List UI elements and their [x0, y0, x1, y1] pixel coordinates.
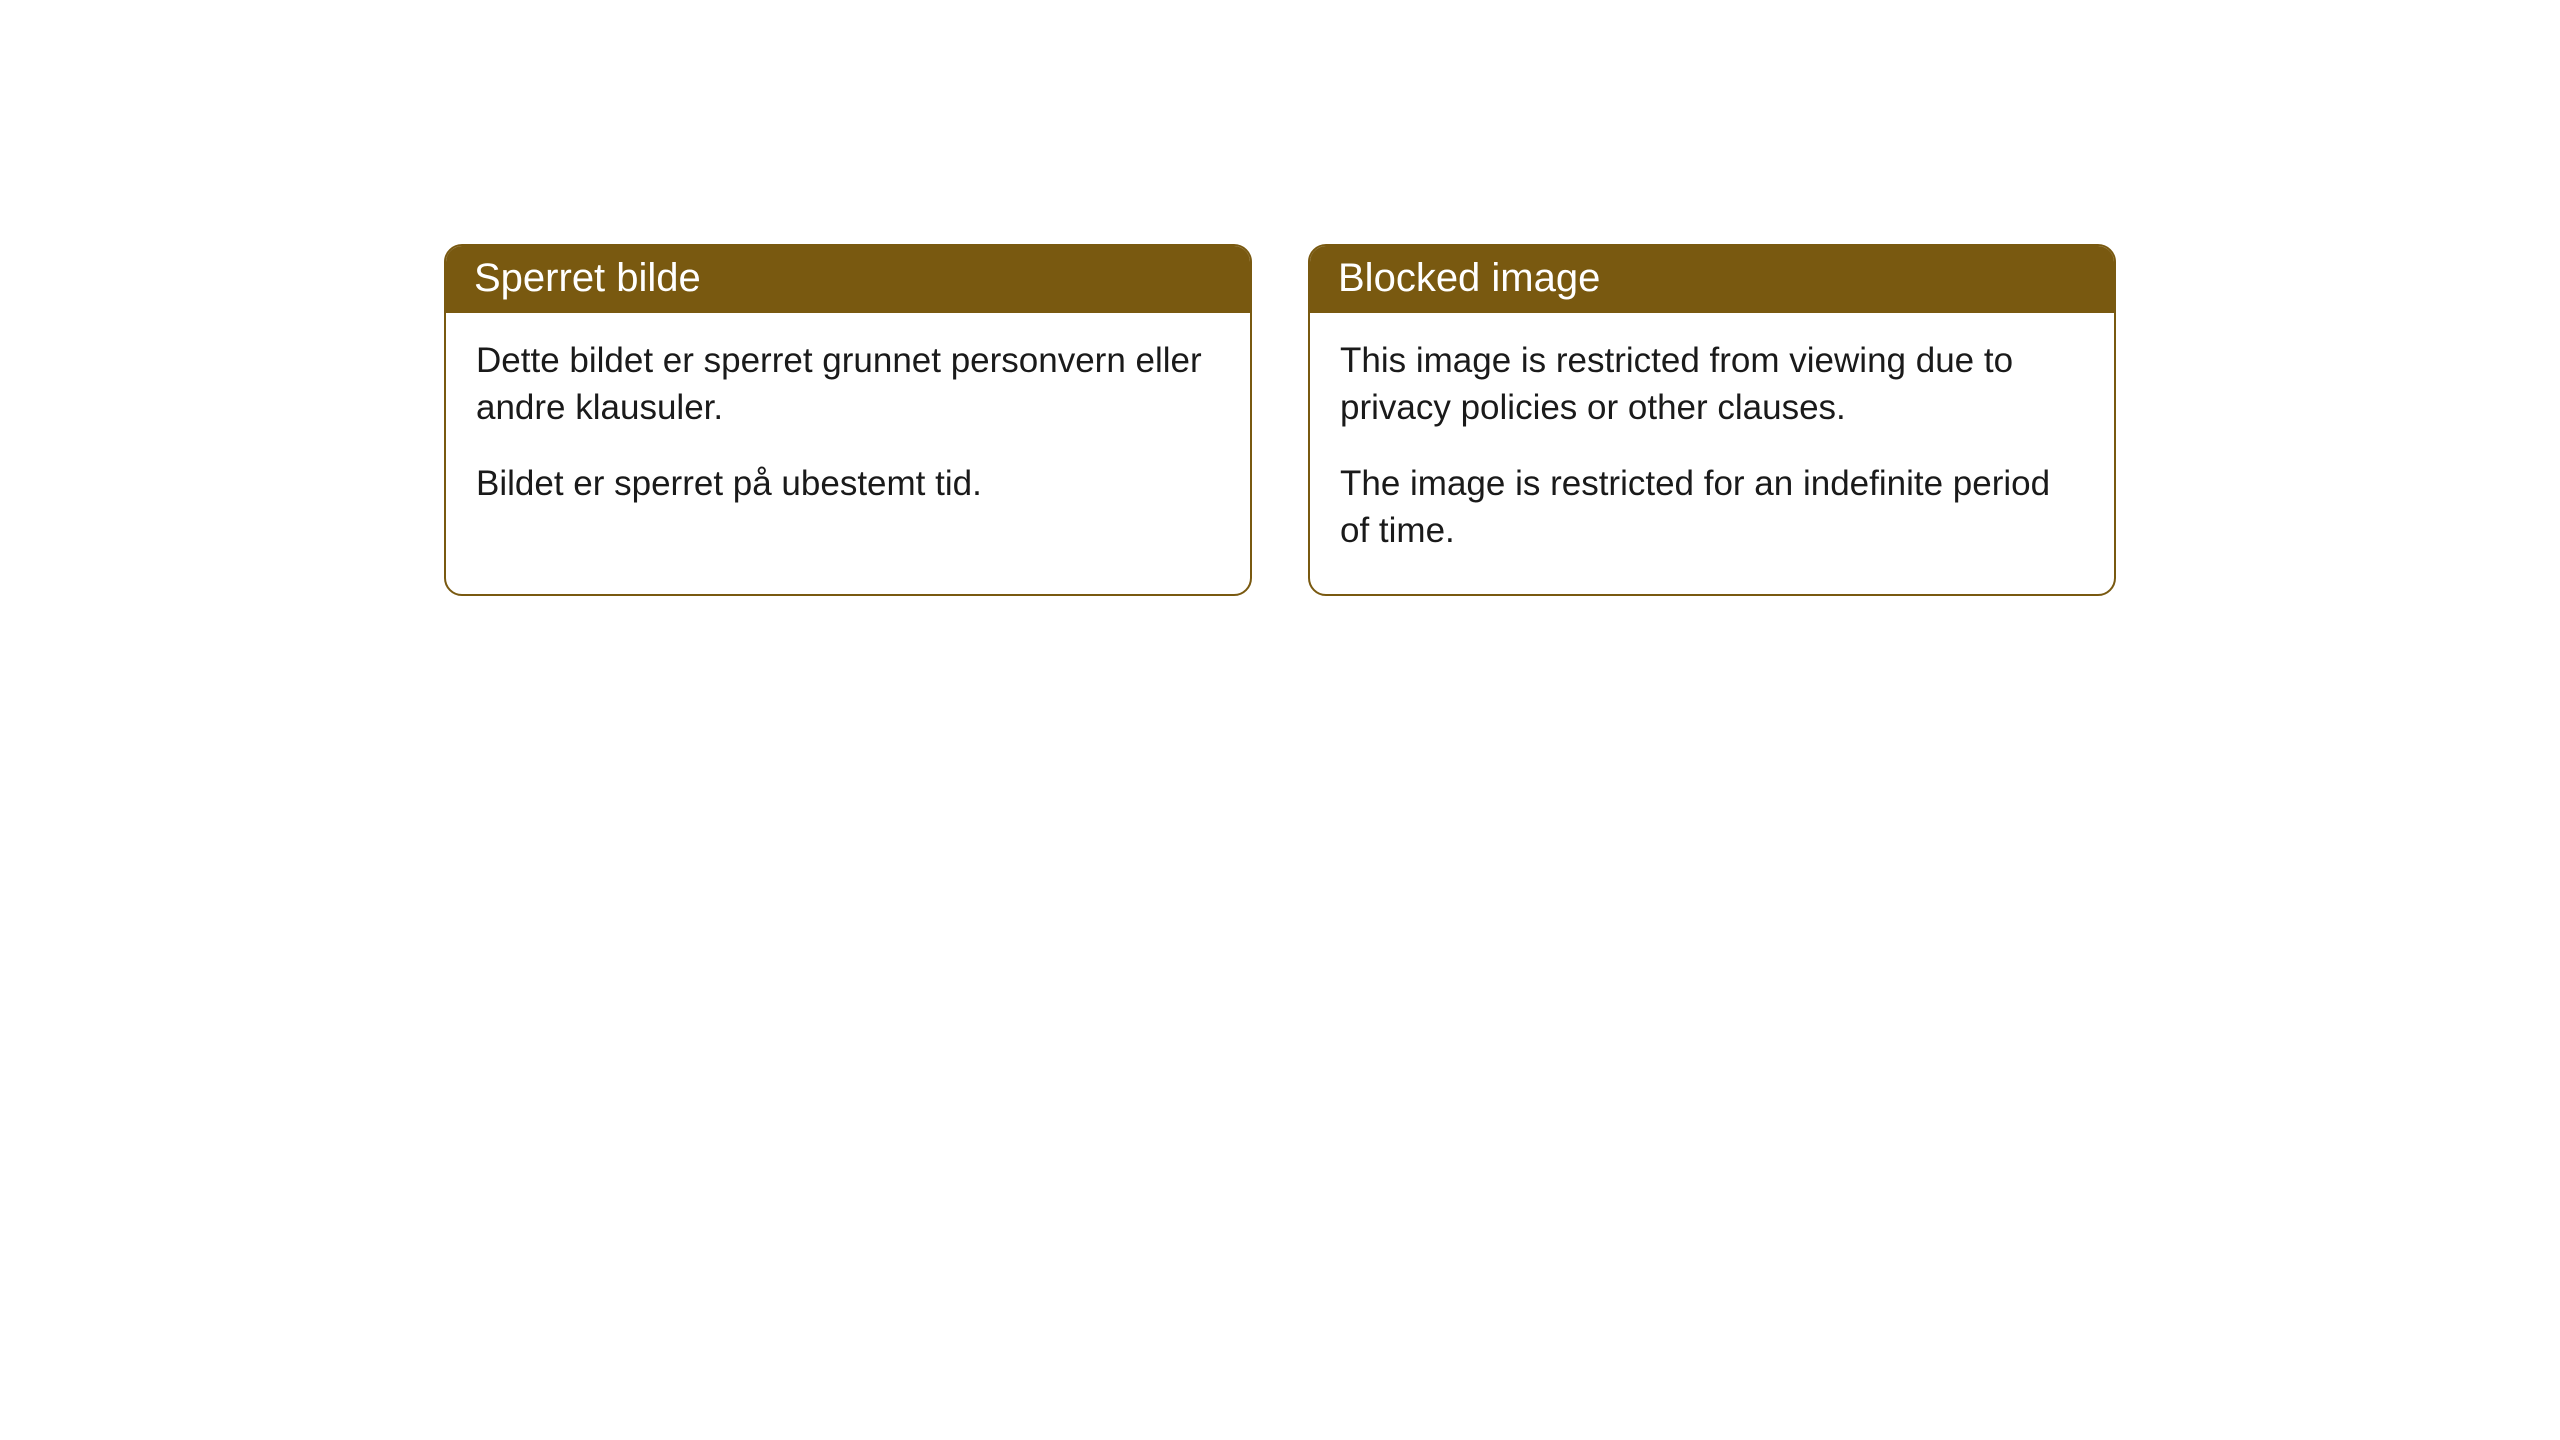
card-header-english: Blocked image [1310, 246, 2114, 313]
card-body-english: This image is restricted from viewing du… [1310, 313, 2114, 594]
card-title: Sperret bilde [474, 256, 701, 300]
card-header-norwegian: Sperret bilde [446, 246, 1250, 313]
card-paragraph: Dette bildet er sperret grunnet personve… [476, 337, 1220, 432]
cards-container: Sperret bilde Dette bildet er sperret gr… [0, 244, 2560, 596]
card-paragraph: The image is restricted for an indefinit… [1340, 460, 2084, 555]
card-body-norwegian: Dette bildet er sperret grunnet personve… [446, 313, 1250, 547]
card-paragraph: This image is restricted from viewing du… [1340, 337, 2084, 432]
card-english: Blocked image This image is restricted f… [1308, 244, 2116, 596]
card-paragraph: Bildet er sperret på ubestemt tid. [476, 460, 1220, 507]
card-norwegian: Sperret bilde Dette bildet er sperret gr… [444, 244, 1252, 596]
card-title: Blocked image [1338, 256, 1600, 300]
